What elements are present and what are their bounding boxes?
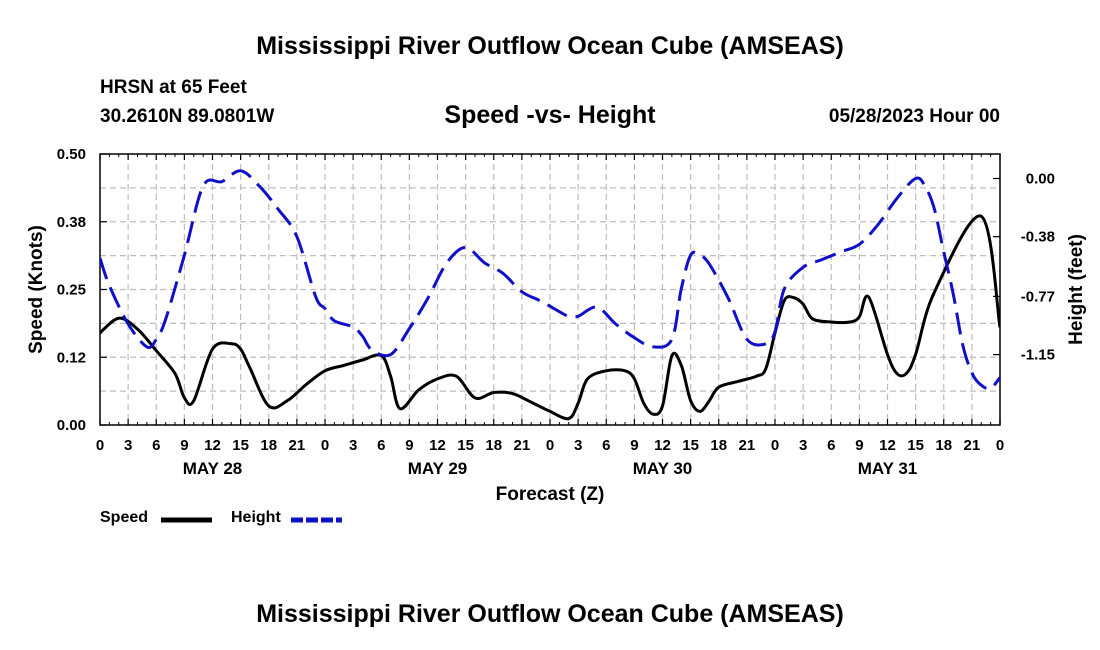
x-tick-label: 6 xyxy=(152,437,160,454)
x-tick-label: 21 xyxy=(739,437,756,454)
x-tick-label: 9 xyxy=(855,437,863,454)
x-tick-label: 12 xyxy=(879,437,896,454)
x-tick-label: 15 xyxy=(907,437,924,454)
footer-title: Mississippi River Outflow Ocean Cube (AM… xyxy=(256,600,844,628)
x-tick-label: 18 xyxy=(935,437,952,454)
x-tick-label: 0 xyxy=(771,437,779,454)
x-day-label: MAY 31 xyxy=(858,459,918,478)
x-tick-label: 15 xyxy=(232,437,249,454)
y2-tick-label: 0.00 xyxy=(1026,170,1055,187)
y-tick-label: 0.25 xyxy=(57,282,86,299)
y-axis-title: Speed (Knots) xyxy=(26,225,47,354)
x-tick-label: 6 xyxy=(602,437,610,454)
y2-axis-title: Height (feet) xyxy=(1066,234,1087,345)
station-coordinates: 30.2610N 89.0801W xyxy=(100,106,275,127)
x-tick-label: 6 xyxy=(827,437,835,454)
series-line-height xyxy=(100,169,1000,391)
x-tick-label: 3 xyxy=(799,437,807,454)
x-tick-label: 15 xyxy=(457,437,474,454)
x-tick-label: 21 xyxy=(514,437,531,454)
x-tick-label: 12 xyxy=(204,437,221,454)
x-tick-label: 3 xyxy=(349,437,357,454)
chart-subtitle: Speed -vs- Height xyxy=(444,101,656,129)
y2-tick-label: -0.38 xyxy=(1021,229,1055,246)
y2-tick-label: -0.77 xyxy=(1021,288,1055,305)
x-tick-label: 3 xyxy=(124,437,132,454)
chart-main-title: Mississippi River Outflow Ocean Cube (AM… xyxy=(256,32,844,60)
series-line-speed xyxy=(100,214,1000,421)
x-tick-label: 9 xyxy=(405,437,413,454)
x-day-label: MAY 29 xyxy=(408,459,468,478)
x-tick-label: 0 xyxy=(321,437,329,454)
x-tick-label: 18 xyxy=(710,437,727,454)
x-tick-label: 6 xyxy=(377,437,385,454)
x-axis-title: Forecast (Z) xyxy=(496,484,605,505)
forecast-datetime: 05/28/2023 Hour 00 xyxy=(828,106,1000,127)
x-tick-label: 9 xyxy=(180,437,188,454)
y-tick-label: 0.50 xyxy=(57,146,86,163)
x-tick-label: 0 xyxy=(96,437,104,454)
x-day-label: MAY 30 xyxy=(633,459,693,478)
legend-label-speed: Speed xyxy=(100,509,149,526)
y2-tick-label: -1.15 xyxy=(1021,347,1055,364)
x-day-label: MAY 28 xyxy=(183,459,243,478)
legend-label-height: Height xyxy=(231,509,281,526)
x-tick-label: 0 xyxy=(546,437,554,454)
x-tick-label: 18 xyxy=(260,437,277,454)
x-tick-label: 21 xyxy=(964,437,981,454)
x-tick-label: 18 xyxy=(485,437,502,454)
x-tick-label: 3 xyxy=(574,437,582,454)
x-tick-label: 0 xyxy=(996,437,1004,454)
x-tick-label: 15 xyxy=(682,437,699,454)
x-tick-label: 12 xyxy=(654,437,671,454)
x-tick-label: 9 xyxy=(630,437,638,454)
y-tick-label: 0.00 xyxy=(57,417,86,434)
station-label: HRSN at 65 Feet xyxy=(100,77,247,98)
x-tick-label: 12 xyxy=(429,437,446,454)
x-tick-label: 21 xyxy=(289,437,306,454)
y-tick-label: 0.12 xyxy=(57,349,86,366)
y-tick-label: 0.38 xyxy=(57,214,86,231)
